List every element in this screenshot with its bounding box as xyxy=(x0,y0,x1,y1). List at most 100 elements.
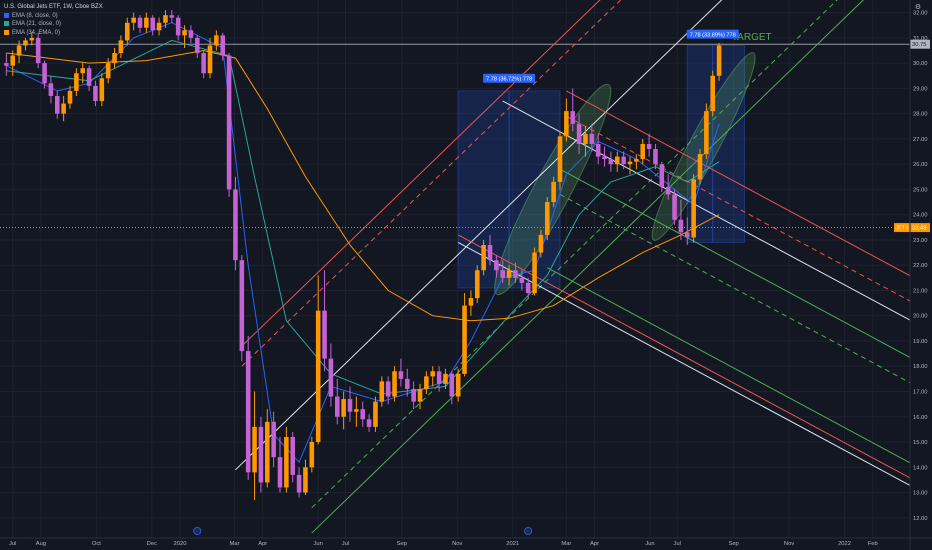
candle xyxy=(99,73,105,107)
time-tick-label: 2022 xyxy=(838,541,851,547)
candlestick-series xyxy=(4,10,722,501)
candle xyxy=(557,131,563,190)
candle xyxy=(303,459,308,496)
candle-body xyxy=(347,399,353,412)
candle xyxy=(544,197,550,240)
candle-body xyxy=(653,149,658,165)
candle-body xyxy=(500,270,506,278)
candle-body xyxy=(315,310,321,443)
falling-green-dashed-line xyxy=(559,194,911,384)
candle-body xyxy=(309,442,315,468)
candle-body xyxy=(373,401,378,427)
time-axis-background xyxy=(0,538,932,550)
candle xyxy=(602,146,607,167)
candle-body xyxy=(201,53,206,74)
legend-title: U.S. Global Jets ETF, 1W, Cboe BZX xyxy=(4,4,103,10)
candle-body xyxy=(99,78,105,102)
legend-ema-8[interactable]: EMA (8, close, 0) xyxy=(4,12,103,21)
candle-body xyxy=(124,22,130,41)
ticker-tag-bg xyxy=(894,223,910,233)
price-tick-label: 18.00 xyxy=(913,364,928,370)
candle xyxy=(385,376,391,405)
candle xyxy=(481,239,486,276)
price-tick-label: 27.00 xyxy=(913,137,928,143)
candle xyxy=(150,15,156,36)
candle xyxy=(532,247,537,296)
price-label-value: 23.49 xyxy=(912,226,927,232)
price-label-value: 30.75 xyxy=(912,42,927,48)
candle-body xyxy=(303,467,308,493)
candle xyxy=(277,436,283,493)
falling-upper-line xyxy=(566,90,911,277)
candle-body xyxy=(404,378,410,389)
candle xyxy=(226,53,232,198)
legend-ema-8-label: EMA (8, close, 0) xyxy=(12,12,58,19)
candle-body xyxy=(163,15,168,23)
candle xyxy=(74,68,79,96)
candle-body xyxy=(436,371,442,384)
channel-upper-dashed-line xyxy=(241,0,622,367)
settings-icon[interactable]: ⚙ xyxy=(915,3,921,11)
candle xyxy=(54,90,60,119)
candle xyxy=(665,174,671,200)
price-tick-label: 26.00 xyxy=(913,162,928,168)
ticker-tag: JETS xyxy=(895,226,909,232)
candle xyxy=(239,255,245,362)
candle-body xyxy=(646,143,652,150)
candle-body xyxy=(385,381,391,397)
candle-body xyxy=(277,457,283,488)
time-tick-label: Jul xyxy=(342,541,349,547)
candle xyxy=(564,98,569,142)
candle xyxy=(640,138,646,165)
price-tick-label: 22.00 xyxy=(913,263,928,269)
price-tick-label: 23.00 xyxy=(913,238,928,244)
candle xyxy=(86,65,92,91)
time-tick-label: Nov xyxy=(784,541,794,547)
candle-body xyxy=(245,351,251,473)
candle-body xyxy=(156,22,162,31)
candle xyxy=(500,260,506,283)
price-tick-label: 24.00 xyxy=(913,213,928,219)
projection-box xyxy=(686,44,746,243)
candle xyxy=(29,32,35,46)
candle xyxy=(366,414,372,432)
candle xyxy=(214,30,219,51)
candle xyxy=(16,40,22,64)
candle-body xyxy=(672,194,677,220)
price-tick-label: 29.00 xyxy=(913,86,928,92)
legend-ema-21[interactable]: EMA (21, close, 0) xyxy=(4,20,103,29)
candle xyxy=(487,234,493,266)
candle xyxy=(506,265,512,286)
candle xyxy=(710,70,716,117)
candle-body xyxy=(379,381,385,402)
candle xyxy=(398,358,404,387)
candle-body xyxy=(341,399,346,417)
candle xyxy=(646,133,652,157)
candle xyxy=(334,378,340,425)
candle xyxy=(188,25,194,43)
legend-ema-34[interactable]: EMA (34, EMA, 0) xyxy=(4,29,103,38)
target-label: TARGET xyxy=(732,32,772,43)
projection-label-2-bg xyxy=(686,29,739,39)
candle xyxy=(576,113,582,155)
candle-body xyxy=(634,159,639,162)
price-axis[interactable]: 12.00 13.00 14.00 15.00 16.00 17.00 18.00 19.00… xyxy=(894,0,932,550)
candle-body xyxy=(80,68,86,74)
falling-median-line xyxy=(502,100,911,321)
candle-body xyxy=(93,85,98,102)
candle xyxy=(411,381,416,410)
candle-body xyxy=(182,30,187,36)
candle-body xyxy=(354,409,359,412)
candle-body xyxy=(449,373,455,397)
candle-body xyxy=(137,17,143,28)
candle-body xyxy=(430,371,436,377)
candle xyxy=(634,154,639,170)
candle-body xyxy=(264,421,270,483)
candle-body xyxy=(424,376,429,389)
candle-body xyxy=(481,245,486,271)
candle xyxy=(424,371,429,395)
candle-body xyxy=(112,53,117,64)
candle-body xyxy=(532,252,537,293)
